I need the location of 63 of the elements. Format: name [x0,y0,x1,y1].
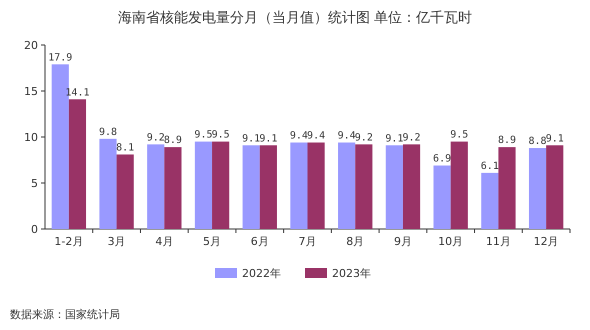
y-tick-label: 20 [24,39,38,52]
bar [260,145,277,229]
y-tick-label: 15 [24,85,38,98]
data-label: 8.1 [116,142,134,154]
x-tick-label: 7月 [298,235,316,248]
x-tick-label: 11月 [486,235,511,248]
legend-label: 2023年 [332,267,371,280]
x-tick-label: 3月 [108,235,126,248]
bar [355,144,372,229]
data-label: 9.1 [259,133,278,144]
bar [434,166,451,229]
data-label: 9.4 [307,130,326,142]
bar [242,145,260,229]
bar [450,142,468,229]
bar [164,147,182,229]
data-label: 9.8 [98,126,118,138]
x-tick-label: 9月 [394,235,412,248]
x-tick-label: 10月 [438,235,464,248]
data-label: 9.1 [546,133,564,144]
bar [212,142,230,229]
chart-title: 海南省核能发电量分月（当月值）统计图 单位：亿千瓦时 [118,10,472,26]
bar [528,148,546,229]
x-tick-label: 12月 [534,235,559,248]
bar [147,144,164,229]
data-label: 8.8 [528,136,547,148]
bar [546,145,564,229]
data-label: 9.2 [146,132,165,144]
data-label: 6.1 [480,160,499,172]
bar [338,142,356,229]
bar [498,147,516,229]
source-note: 数据来源：国家统计局 [10,308,120,321]
data-label: 6.9 [433,154,452,165]
bar [99,138,117,229]
data-label: 9.5 [194,130,212,141]
data-label: 9.4 [290,130,308,142]
bar [481,172,498,229]
data-label: 9.5 [450,130,468,141]
x-tick-label: 6月 [250,235,269,248]
x-tick-label: 1-2月 [54,235,84,248]
data-label: 9.1 [242,133,260,144]
data-label: 9.4 [338,130,356,142]
legend-label: 2022年 [242,267,281,280]
x-tick-label: 5月 [203,235,222,248]
y-tick-label: 5 [31,177,38,190]
bar [386,145,403,229]
bar [68,99,86,229]
x-tick-label: 4月 [155,235,174,248]
x-tick-label: 8月 [346,235,364,248]
data-label: 8.9 [164,135,182,146]
bar [308,142,325,229]
bar [290,142,308,229]
data-label: 9.2 [354,132,373,144]
data-label: 17.9 [48,52,72,64]
data-label: 9.1 [385,133,404,144]
data-label: 8.9 [498,135,516,146]
y-tick-label: 0 [31,223,38,236]
data-label: 9.2 [402,132,421,144]
bar [402,144,420,229]
bar [116,154,134,229]
data-label: 14.1 [65,87,90,98]
data-label: 9.5 [212,130,230,141]
bar [194,142,212,229]
y-tick-label: 10 [24,131,38,144]
